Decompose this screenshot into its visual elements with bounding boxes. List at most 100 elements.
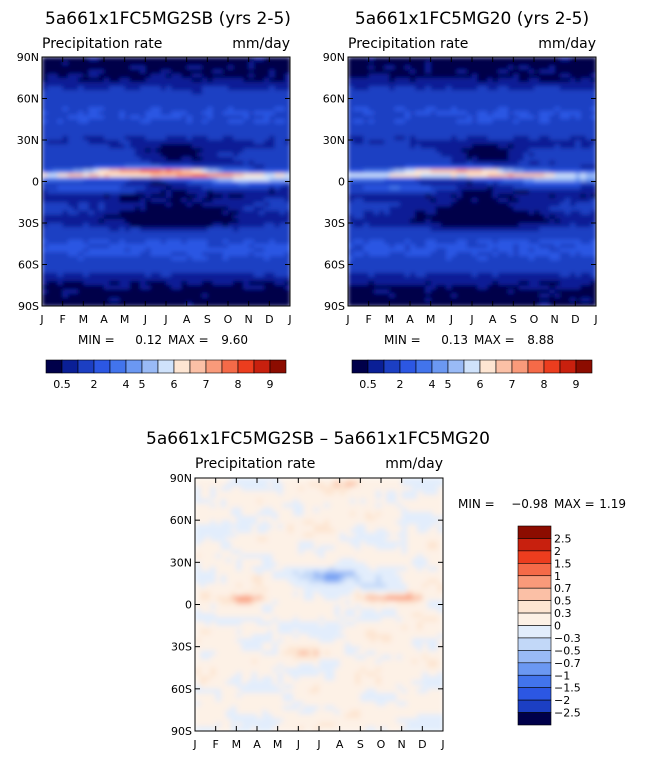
- heatmap-cell: [78, 90, 84, 95]
- heatmap-cell: [181, 256, 188, 261]
- heatmap-cell: [119, 247, 126, 253]
- heatmap-cell: [523, 110, 530, 116]
- heatmap-cell: [477, 210, 483, 216]
- heatmap-cell: [461, 81, 468, 87]
- heatmap-cell: [373, 193, 380, 199]
- heatmap-cell: [155, 285, 162, 290]
- heatmap-cell: [114, 127, 121, 133]
- heatmap-cell: [425, 227, 432, 232]
- heatmap-cell: [580, 110, 587, 116]
- heatmap-cell: [238, 227, 245, 232]
- heatmap-cell: [435, 127, 442, 133]
- heatmap-cell: [42, 268, 48, 274]
- heatmap-cell: [109, 131, 115, 137]
- heatmap-cell: [430, 90, 437, 95]
- heatmap-cell: [503, 181, 509, 187]
- heatmap-cell: [274, 160, 281, 166]
- heatmap-cell: [544, 57, 551, 62]
- heatmap-cell: [160, 173, 167, 178]
- heatmap-cell: [404, 115, 411, 120]
- heatmap-cell: [93, 297, 100, 303]
- heatmap-cell: [580, 123, 587, 129]
- heatmap-cell: [580, 73, 587, 79]
- heatmap-cell: [570, 135, 576, 141]
- heatmap-cell: [279, 90, 286, 95]
- heatmap-cell: [176, 235, 183, 241]
- heatmap-cell: [93, 185, 100, 191]
- heatmap-cell: [513, 189, 520, 195]
- heatmap-cell: [430, 115, 437, 120]
- heatmap-cell: [461, 86, 468, 91]
- heatmap-cell: [410, 81, 416, 87]
- heatmap-cell: [570, 110, 576, 116]
- heatmap-cell: [207, 297, 214, 303]
- heatmap-cell: [62, 77, 69, 83]
- heatmap-cell: [368, 127, 375, 133]
- heatmap-cell: [482, 102, 489, 108]
- heatmap-cell: [243, 173, 250, 178]
- heatmap-cell: [104, 86, 110, 91]
- heatmap-cell: [145, 206, 152, 212]
- heatmap-cell: [171, 160, 177, 166]
- heatmap-cell: [259, 102, 265, 108]
- heatmap-cell: [181, 301, 188, 306]
- y-tick-label: 90S: [18, 300, 39, 313]
- heatmap-cell: [129, 69, 136, 75]
- heatmap-cell: [358, 127, 365, 133]
- heatmap-cell: [67, 156, 74, 162]
- heatmap-cell: [492, 198, 499, 203]
- heatmap-cell: [47, 102, 53, 108]
- heatmap-cell: [166, 57, 172, 62]
- heatmap-cell: [233, 289, 239, 295]
- heatmap-cell: [47, 61, 53, 66]
- heatmap-cell: [150, 144, 157, 149]
- heatmap-cell: [155, 98, 162, 104]
- heatmap-cell: [363, 98, 370, 104]
- heatmap-cell: [104, 256, 110, 261]
- heatmap-cell: [238, 218, 245, 224]
- heatmap-cell: [47, 131, 53, 137]
- heatmap-cell: [554, 115, 561, 120]
- heatmap-cell: [451, 135, 458, 141]
- heatmap-cell: [217, 65, 224, 71]
- heatmap-cell: [93, 256, 100, 261]
- heatmap-cell: [580, 119, 587, 124]
- heatmap-cell: [389, 115, 396, 120]
- heatmap-cell: [228, 135, 234, 141]
- heatmap-cell: [492, 69, 499, 75]
- heatmap-cell: [279, 69, 286, 75]
- heatmap-cell: [253, 202, 260, 207]
- heatmap-cell: [248, 90, 255, 95]
- heatmap-cell: [228, 61, 234, 66]
- heatmap-cell: [243, 293, 250, 299]
- heatmap-cell: [124, 293, 131, 299]
- heatmap-cell: [202, 293, 208, 299]
- heatmap-cell: [358, 148, 365, 154]
- heatmap-cell: [135, 198, 141, 203]
- heatmap-cell: [207, 135, 214, 141]
- heatmap-cell: [503, 131, 509, 137]
- heatmap-cell: [492, 110, 499, 116]
- heatmap-cell: [202, 127, 208, 133]
- heatmap-cell: [585, 106, 592, 112]
- heatmap-cell: [446, 98, 452, 104]
- heatmap-cell: [585, 185, 592, 191]
- heatmap-cell: [446, 227, 452, 232]
- heatmap-cell: [523, 202, 530, 207]
- heatmap-cell: [248, 202, 255, 207]
- heatmap-cell: [166, 77, 172, 83]
- heatmap-cell: [222, 268, 229, 274]
- heatmap-cell: [114, 301, 121, 306]
- heatmap-cell: [534, 169, 540, 174]
- heatmap-cell: [171, 81, 177, 87]
- heatmap-cell: [191, 131, 198, 137]
- heatmap-cell: [472, 185, 478, 191]
- heatmap-cell: [492, 185, 499, 191]
- heatmap-cell: [238, 297, 245, 303]
- heatmap-cell: [451, 110, 458, 116]
- heatmap-cell: [503, 135, 509, 141]
- heatmap-cell: [410, 169, 416, 174]
- heatmap-cell: [124, 98, 131, 104]
- heatmap-cell: [52, 115, 59, 120]
- heatmap-cell: [269, 90, 276, 95]
